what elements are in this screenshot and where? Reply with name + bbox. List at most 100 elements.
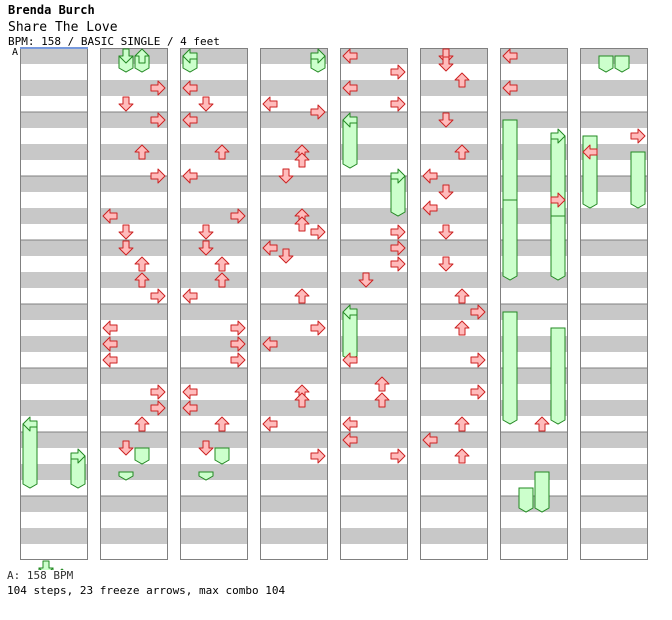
step-arrow-right-icon [310,104,326,120]
beat-stripe [260,176,328,192]
step-arrow-down-icon [198,96,214,112]
freeze-arrow-up [534,471,550,513]
column-border [100,48,168,560]
step-arrow-down-icon [118,96,134,112]
beat-stripe [20,496,88,512]
beat-stripe [100,464,168,480]
step-arrow-left-icon [422,168,438,184]
step-arrow-left-icon [182,48,198,64]
beat-stripe [100,48,168,64]
step-arrow-right-icon [310,224,326,240]
step-arrow-right-icon [310,48,326,64]
freeze-arrow-left [502,199,518,281]
step-chart [20,47,648,570]
step-arrow-left-icon [182,112,198,128]
beat-stripe [180,400,248,416]
step-arrow-up-icon [134,144,150,160]
freeze-arrow-up [134,447,150,465]
beat-stripe [180,80,248,96]
step-arrow-up-icon [134,256,150,272]
beat-stripe [100,272,168,288]
beat-stripe [420,208,488,224]
beat-stripe [180,528,248,544]
beat-stripe [580,48,648,64]
chart-meta: BPM: 158 / BASIC SINGLE / 4 feet [8,35,220,48]
step-arrow-right-icon [390,96,406,112]
step-arrow-left-icon [262,240,278,256]
beat-stripe [180,464,248,480]
step-arrow-down-icon [198,224,214,240]
step-arrow-left-icon [342,112,358,128]
step-arrow-left-icon [342,48,358,64]
freeze-arrow-right [550,215,566,281]
freeze-arrow-left [502,311,518,425]
step-arrow-up-icon [534,416,550,432]
beat-stripe [20,48,88,64]
step-arrow-up-icon [454,320,470,336]
beat-stripe [180,304,248,320]
beat-stripe [420,176,488,192]
beat-stripe [580,400,648,416]
step-arrow-left-icon [342,80,358,96]
freeze-arrow-right [550,327,566,425]
step-arrow-down-icon [118,240,134,256]
step-arrow-right-icon [470,352,486,368]
beat-stripe [180,272,248,288]
beat-stripe [340,240,408,256]
step-arrow-left-icon [342,416,358,432]
beat-stripe [260,336,328,352]
beat-stripe [340,528,408,544]
beat-stripe [20,208,88,224]
step-arrow-right-icon [230,352,246,368]
step-arrow-down-icon [118,48,134,64]
beat-stripe [580,464,648,480]
beat-stripe [100,240,168,256]
beat-stripe [500,48,568,64]
step-arrow-left-icon [182,400,198,416]
step-arrow-right-icon [150,384,166,400]
beat-stripe [260,112,328,128]
freeze-arrow-up [614,55,630,73]
beat-stripe [260,528,328,544]
beat-stripe [20,176,88,192]
step-arrow-left-icon [342,304,358,320]
beat-stripe [100,368,168,384]
step-arrow-up-icon [134,272,150,288]
beat-stripe [260,80,328,96]
beat-stripe [100,336,168,352]
step-arrow-up-icon [454,448,470,464]
step-arrow-up-icon [294,288,310,304]
freeze-arrow-down [118,471,134,481]
beat-stripe [20,368,88,384]
beat-stripe [260,304,328,320]
beat-stripe [420,304,488,320]
step-arrow-left-icon [582,144,598,160]
step-arrow-right-icon [310,320,326,336]
step-arrow-right-icon [150,288,166,304]
beat-stripe [260,272,328,288]
step-arrow-right-icon [150,400,166,416]
beat-stripe [500,80,568,96]
beat-stripe [260,464,328,480]
beat-stripe [20,400,88,416]
beat-stripe [580,208,648,224]
step-arrow-left-icon [102,320,118,336]
beat-stripe [420,528,488,544]
step-arrow-right-icon [470,304,486,320]
beat-stripe [260,240,328,256]
step-arrow-right-icon [230,208,246,224]
chart-column-4 [260,48,328,560]
step-arrow-right-icon [470,384,486,400]
beat-stripe [180,208,248,224]
step-arrow-left-icon [102,352,118,368]
step-arrow-right-icon [390,64,406,80]
column-border [260,48,328,560]
step-arrow-down-icon [358,272,374,288]
step-arrow-left-icon [262,416,278,432]
beat-stripe [20,144,88,160]
step-arrow-down-icon [278,168,294,184]
step-arrow-right-icon [150,168,166,184]
column-border [500,48,568,560]
beat-stripe [580,368,648,384]
beat-stripe [100,432,168,448]
